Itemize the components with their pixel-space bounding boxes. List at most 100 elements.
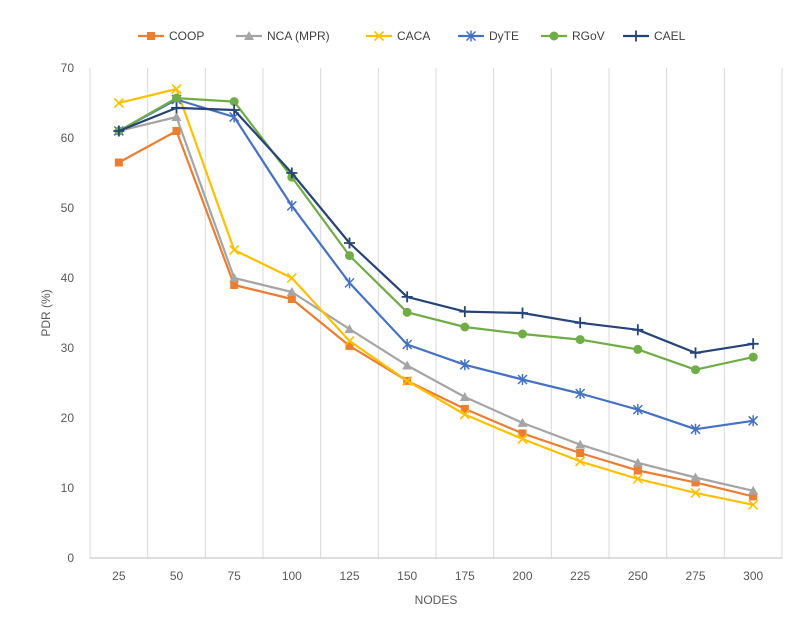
data-point-coop (691, 478, 700, 487)
y-tick-label: 0 (67, 551, 74, 565)
x-tick-label: 75 (227, 569, 241, 583)
x-tick-label: 200 (512, 569, 532, 583)
data-point-rgov (518, 329, 527, 339)
data-point-caca (402, 375, 413, 386)
x-tick-label: 225 (570, 569, 590, 583)
data-point-nca-mpr (229, 273, 240, 282)
x-tick-label: 275 (685, 569, 705, 583)
x-tick-label: 25 (112, 569, 126, 583)
data-point-coop (345, 341, 354, 350)
data-point-dyte (286, 200, 297, 212)
data-point-dyte (517, 374, 528, 385)
data-point-dyte (748, 415, 759, 427)
data-point-rgov (172, 93, 181, 103)
y-tick-label: 10 (61, 481, 75, 495)
data-point-dyte (575, 388, 586, 399)
x-axis-title: NODES (415, 593, 458, 607)
x-tick-label: 300 (743, 569, 763, 583)
data-point-nca-mpr (517, 417, 528, 427)
data-point-cael (459, 306, 471, 318)
data-point-rgov (460, 322, 470, 332)
series-line-cael (118, 106, 754, 354)
y-tick-label: 40 (61, 271, 75, 285)
legend-item-nca-mpr: NCA (MPR) (236, 29, 330, 43)
legend-marker (244, 31, 254, 40)
axes: 0 10 20 30 40 50 60 70 25 50 75 100 125 150 175 200 225 2… (61, 61, 782, 583)
data-point-cael (690, 347, 701, 359)
y-tick-label: 30 (61, 341, 75, 355)
data-point-coop (749, 492, 758, 501)
legend-label: RGoV (572, 29, 605, 43)
data-point-caca (690, 487, 701, 498)
legend-label: CACA (397, 29, 430, 43)
data-point-rgov (748, 352, 758, 362)
y-axis-title: PDR (%) (39, 289, 53, 336)
series-cael (113, 102, 759, 359)
data-point-cael (171, 102, 182, 114)
series-group (113, 83, 759, 510)
data-point-cael (286, 167, 298, 179)
gridlines (89, 68, 783, 558)
legend-label: CAEL (654, 29, 686, 43)
data-point-nca-mpr (171, 112, 182, 121)
y-tick-label: 70 (61, 61, 75, 75)
legend-marker (373, 30, 385, 42)
legend-item-rgov: RGoV (541, 29, 605, 43)
legend-label: NCA (MPR) (267, 29, 330, 43)
x-tick-label: 100 (282, 569, 302, 583)
data-point-rgov (345, 251, 354, 261)
data-point-caca (575, 456, 586, 467)
x-tick-label: 175 (455, 569, 475, 583)
x-tick-label: 50 (170, 569, 184, 583)
series-line-caca (118, 87, 754, 506)
data-point-caca (344, 335, 355, 347)
legend-item-caca: CACA (366, 29, 430, 43)
data-point-nca-mpr (459, 392, 470, 401)
series-coop (114, 127, 758, 501)
series-caca (113, 83, 759, 510)
data-point-cael (632, 324, 644, 336)
data-point-coop (460, 404, 469, 413)
legend-item-dyte: DyTE (458, 29, 519, 43)
data-point-rgov (691, 365, 700, 375)
data-point-cael (747, 338, 759, 350)
data-point-coop (576, 449, 585, 457)
data-point-coop (114, 158, 123, 167)
data-point-caca (113, 97, 124, 109)
data-point-coop (633, 466, 642, 475)
data-point-dyte (344, 277, 355, 289)
data-point-cael (574, 317, 586, 329)
series-line-coop (118, 129, 754, 498)
legend-marker (465, 30, 477, 42)
data-point-nca-mpr (575, 439, 586, 449)
data-point-rgov (633, 344, 643, 354)
data-point-nca-mpr (748, 485, 759, 495)
data-point-coop (230, 281, 239, 289)
data-point-caca (459, 409, 470, 420)
y-tick-label: 20 (61, 411, 75, 425)
series-line-nca-mpr (118, 115, 754, 492)
y-tick-label: 50 (61, 201, 75, 215)
series-nca-mpr (113, 112, 759, 495)
data-point-cael (344, 237, 355, 249)
data-point-dyte (459, 359, 470, 371)
data-point-rgov (229, 97, 239, 107)
data-point-dyte (632, 404, 643, 416)
legend-item-coop: COOP (138, 29, 204, 43)
legend-item-cael: CAEL (623, 29, 686, 43)
data-point-nca-mpr (632, 457, 643, 467)
data-point-nca-mpr (690, 472, 701, 482)
x-tick-label: 150 (397, 569, 417, 583)
legend: COOP NCA (MPR) CACA DyTE RGoV CAEL (138, 29, 686, 43)
data-point-nca-mpr (402, 360, 413, 370)
x-tick-label: 250 (628, 569, 648, 583)
data-point-coop (287, 295, 296, 303)
series-line-dyte (118, 98, 754, 431)
x-tick-label: 125 (339, 569, 359, 583)
data-point-cael (228, 104, 240, 116)
legend-label: COOP (169, 29, 204, 43)
data-point-coop (518, 429, 527, 438)
data-point-caca (632, 473, 643, 484)
data-point-dyte (690, 423, 701, 435)
